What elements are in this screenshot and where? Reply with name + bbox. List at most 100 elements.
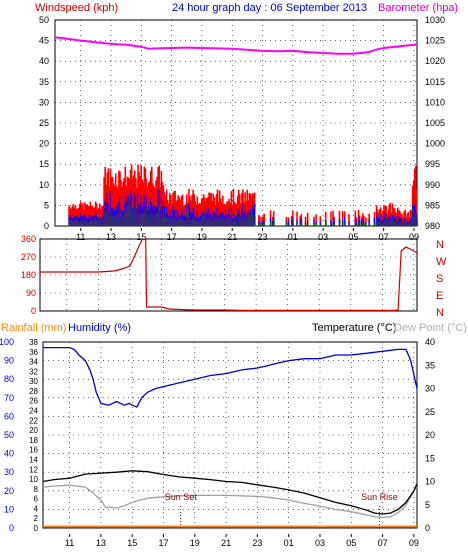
direction-tick-label: 0: [31, 306, 36, 316]
rainfall-tick-label: 18: [29, 436, 38, 445]
x-tick-label: 11: [76, 232, 85, 242]
x-tick-label: 21: [227, 232, 237, 242]
barometer-tick-label: 1020: [425, 56, 445, 66]
barometer-tick-label: 980: [425, 221, 440, 231]
humidity-tick-label: 0: [9, 523, 14, 533]
windspeed-tick-label: 45: [39, 36, 49, 46]
windspeed-tick-label: 40: [39, 56, 49, 66]
rainfall-tick-label: 20: [29, 426, 38, 435]
barometer-line: [54, 36, 418, 55]
temperature-humidity-panel: Sun Set Sun Rise 010203040506070809010002…: [0, 322, 467, 548]
humidity-tick-label: 30: [4, 467, 14, 477]
rainfall-tick-label: 28: [29, 387, 38, 396]
wind-axis-ticks: 0510152025303540455098098599099510001005…: [39, 15, 445, 242]
windspeed-tick-label: 35: [39, 77, 49, 87]
rainfall-tick-label: 30: [29, 377, 38, 386]
thr-series: Sun Set Sun Rise: [42, 346, 418, 528]
rainfall-tick-label: 16: [29, 446, 38, 455]
temperature-tick-label: 35: [425, 360, 435, 370]
wind-series: [54, 36, 418, 226]
thr-axis-ticks: 0102030405060708090100024681012141618202…: [0, 337, 435, 548]
barometer-tick-label: 1025: [425, 36, 445, 46]
windspeed-axis-label: Windspeed (kph): [35, 2, 118, 14]
x-tick-label: 17: [167, 232, 177, 242]
direction-tick-label: 360: [21, 234, 36, 244]
x-tick-label: 19: [190, 538, 200, 548]
x-tick-label: 05: [348, 232, 358, 242]
rainfall-tick-label: 38: [29, 338, 38, 347]
barometer-tick-label: 995: [425, 159, 440, 169]
direction-tick-label: 180: [21, 270, 36, 280]
compass-label: N: [436, 307, 444, 319]
rainfall-tick-label: 24: [29, 407, 38, 416]
sun-marker-label: Sun Rise: [361, 492, 398, 502]
temperature-line: [42, 470, 418, 515]
x-tick-label: 09: [409, 232, 419, 242]
dewpoint-axis-label: Dew Point (°C): [394, 322, 467, 334]
x-tick-label: 23: [252, 538, 262, 548]
temperature-tick-label: 15: [425, 453, 435, 463]
x-tick-label: 15: [136, 232, 146, 242]
humidity-tick-label: 70: [4, 393, 14, 403]
barometer-tick-label: 1010: [425, 97, 445, 107]
rainfall-tick-label: 10: [29, 475, 38, 484]
humidity-tick-label: 60: [4, 411, 14, 421]
x-tick-label: 01: [284, 538, 294, 548]
wind-direction-line: [40, 238, 418, 311]
humidity-tick-label: 10: [4, 504, 14, 514]
humidity-tick-label: 80: [4, 374, 14, 384]
barometer-tick-label: 990: [425, 180, 440, 190]
rainfall-tick-label: 12: [29, 465, 38, 474]
rainfall-tick-label: 14: [29, 455, 38, 464]
x-tick-label: 05: [346, 538, 356, 548]
windspeed-tick-label: 5: [44, 200, 49, 210]
windspeed-tick-label: 0: [44, 221, 49, 231]
x-tick-label: 13: [106, 232, 116, 242]
compass-label: N: [436, 239, 444, 251]
humidity-tick-label: 20: [4, 486, 14, 496]
rainfall-axis-label: Rainfall (mm): [1, 322, 66, 334]
temperature-tick-label: 5: [425, 500, 430, 510]
windspeed-tick-label: 20: [39, 139, 49, 149]
x-tick-label: 07: [379, 232, 389, 242]
x-tick-label: 11: [65, 538, 74, 548]
windspeed-tick-label: 25: [39, 118, 49, 128]
humidity-tick-label: 40: [4, 449, 14, 459]
rainfall-tick-label: 2: [34, 514, 39, 523]
direction-series: [40, 238, 418, 311]
barometer-axis-label: Barometer (hpa): [378, 2, 458, 14]
direction-tick-label: 90: [26, 288, 36, 298]
x-tick-label: 09: [409, 538, 419, 548]
direction-tick-label: 270: [21, 252, 36, 262]
sun-marker-label: Sun Set: [165, 492, 198, 502]
temperature-tick-label: 20: [425, 430, 435, 440]
windspeed-tick-label: 10: [39, 180, 49, 190]
temperature-tick-label: 30: [425, 384, 435, 394]
humidity-tick-label: 50: [4, 430, 14, 440]
barometer-tick-label: 1000: [425, 139, 445, 149]
compass-label: W: [436, 256, 447, 268]
temperature-tick-label: 25: [425, 407, 435, 417]
x-tick-label: 01: [288, 232, 298, 242]
x-tick-label: 13: [96, 538, 106, 548]
compass-label: E: [436, 290, 443, 302]
barometer-tick-label: 985: [425, 200, 440, 210]
dewpoint-line: [42, 484, 418, 518]
x-tick-label: 23: [257, 232, 267, 242]
direction-grid: [40, 239, 417, 311]
rainfall-tick-label: 34: [29, 358, 38, 367]
compass-label: S: [436, 273, 443, 285]
barometer-tick-label: 1005: [425, 118, 445, 128]
temperature-tick-label: 40: [425, 337, 435, 347]
x-tick-label: 19: [197, 232, 207, 242]
humidity-line: [43, 346, 418, 408]
x-tick-label: 15: [127, 538, 137, 548]
rainfall-tick-label: 36: [29, 348, 38, 357]
x-tick-label: 21: [221, 538, 231, 548]
x-tick-label: 03: [315, 538, 325, 548]
humidity-axis-label: Humidity (%): [68, 322, 131, 334]
rainfall-tick-label: 8: [34, 485, 39, 494]
x-tick-label: 07: [378, 538, 388, 548]
